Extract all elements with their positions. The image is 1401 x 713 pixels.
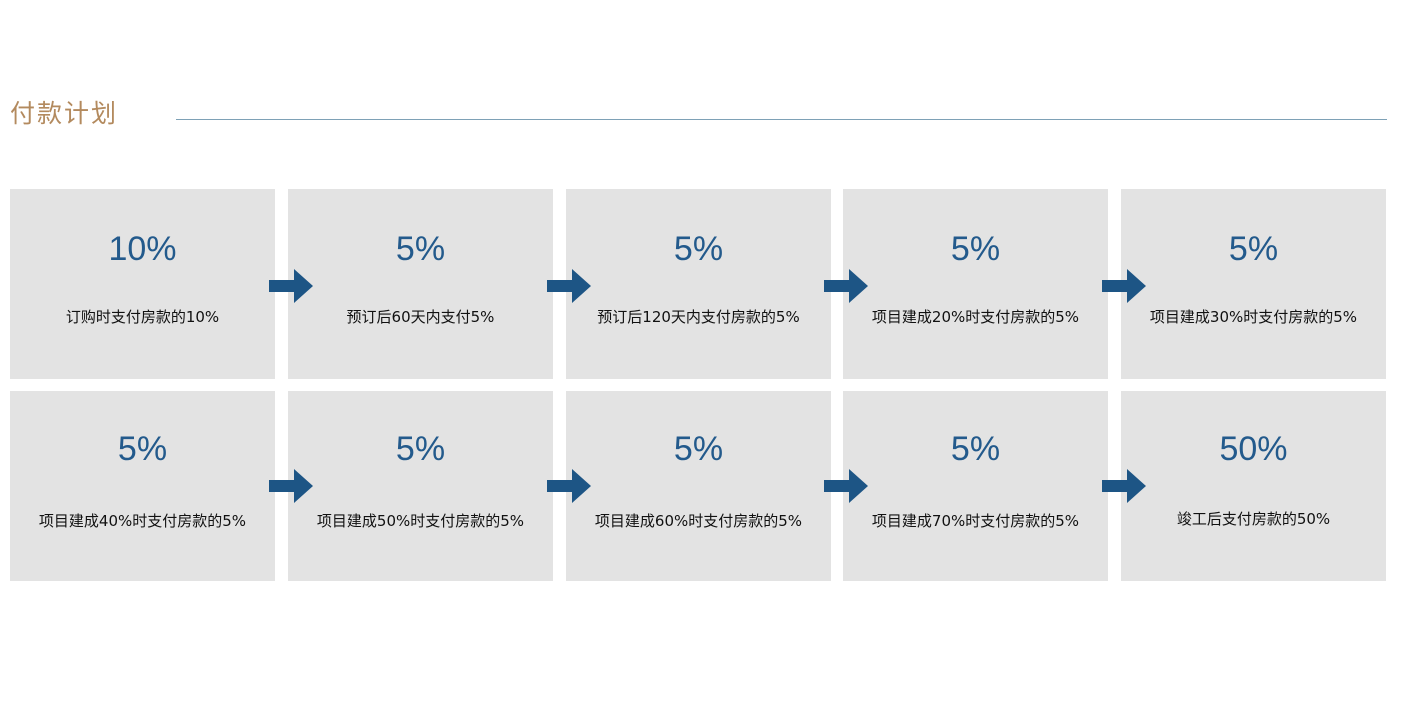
step-description: 项目建成50%时支付房款的5% — [316, 512, 525, 530]
payment-step-1: 10% 订购时支付房款的10% — [10, 189, 275, 379]
title-divider — [176, 119, 1387, 120]
step-description: 项目建成40%时支付房款的5% — [38, 512, 247, 530]
step-percent: 5% — [395, 230, 446, 268]
step-percent: 5% — [673, 230, 724, 268]
step-percent: 50% — [1219, 430, 1288, 468]
step-percent: 5% — [950, 230, 1001, 268]
arrow-right-icon — [1102, 469, 1146, 503]
step-description: 项目建成20%时支付房款的5% — [871, 308, 1080, 326]
page-title: 付款计划 — [10, 99, 119, 128]
payment-step-3: 5% 预订后120天内支付房款的5% — [566, 189, 831, 379]
arrow-right-icon — [269, 269, 313, 303]
payment-step-4: 5% 项目建成20%时支付房款的5% — [843, 189, 1108, 379]
arrow-right-icon — [547, 269, 591, 303]
payment-step-8: 5% 项目建成60%时支付房款的5% — [566, 391, 831, 581]
arrow-right-icon — [824, 469, 868, 503]
arrow-right-icon — [1102, 269, 1146, 303]
step-description: 预订后60天内支付5% — [346, 308, 495, 326]
step-description: 项目建成60%时支付房款的5% — [594, 512, 803, 530]
payment-step-2: 5% 预订后60天内支付5% — [288, 189, 553, 379]
arrow-right-icon — [269, 469, 313, 503]
payment-step-9: 5% 项目建成70%时支付房款的5% — [843, 391, 1108, 581]
step-description: 预订后120天内支付房款的5% — [597, 308, 800, 326]
payment-step-6: 5% 项目建成40%时支付房款的5% — [10, 391, 275, 581]
step-percent: 5% — [117, 430, 168, 468]
payment-step-7: 5% 项目建成50%时支付房款的5% — [288, 391, 553, 581]
step-percent: 5% — [1228, 230, 1279, 268]
step-percent: 5% — [950, 430, 1001, 468]
step-description: 项目建成70%时支付房款的5% — [871, 512, 1080, 530]
payment-step-10: 50% 竣工后支付房款的50% — [1121, 391, 1386, 581]
payment-step-5: 5% 项目建成30%时支付房款的5% — [1121, 189, 1386, 379]
step-percent: 10% — [108, 230, 177, 268]
step-description: 订购时支付房款的10% — [65, 308, 220, 326]
arrow-right-icon — [547, 469, 591, 503]
step-description: 项目建成30%时支付房款的5% — [1149, 308, 1358, 326]
step-percent: 5% — [395, 430, 446, 468]
step-percent: 5% — [673, 430, 724, 468]
step-description: 竣工后支付房款的50% — [1176, 510, 1331, 528]
arrow-right-icon — [824, 269, 868, 303]
